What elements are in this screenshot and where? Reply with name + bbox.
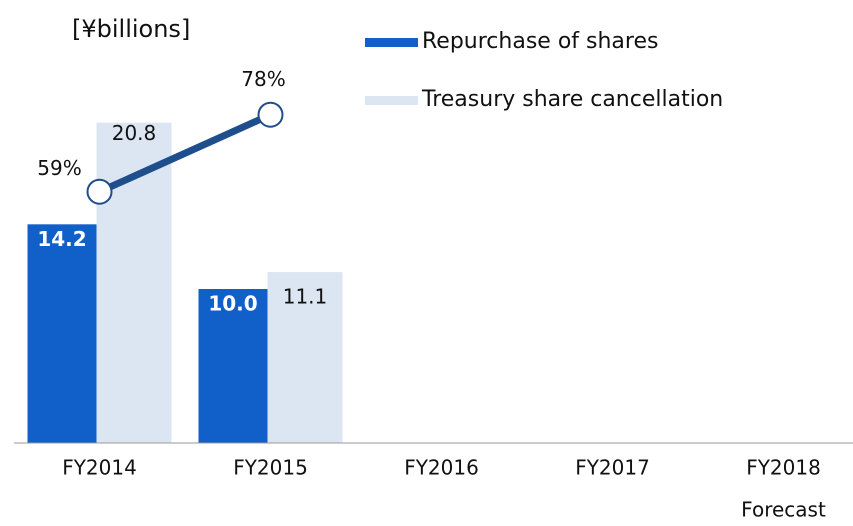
legend-label: Treasury share cancellation xyxy=(421,87,723,112)
line-value-label: 78% xyxy=(241,67,285,91)
bar xyxy=(267,272,343,443)
x-tick-label: FY2017 xyxy=(575,456,650,480)
bar-value-label: 10.0 xyxy=(208,292,257,316)
line-point xyxy=(86,178,113,205)
chart-title: [¥billions] xyxy=(72,15,190,43)
line-value-label: 59% xyxy=(37,156,81,180)
bar xyxy=(96,122,172,444)
x-tick-label: FY2016 xyxy=(404,456,479,480)
x-tick-label: FY2014 xyxy=(62,456,137,480)
x-tick-label: FY2015 xyxy=(233,456,308,480)
bar-value-label: 20.8 xyxy=(112,121,157,145)
x-tick-label: FY2018 xyxy=(746,456,821,480)
legend-swatch xyxy=(365,38,418,47)
bar-value-label: 11.1 xyxy=(283,285,328,309)
line-point xyxy=(257,101,284,128)
legend-label: Repurchase of shares xyxy=(422,29,658,54)
category-note: Forecast xyxy=(741,498,826,522)
legend-swatch xyxy=(365,96,418,105)
bar-value-label: 14.2 xyxy=(37,227,86,251)
bar xyxy=(27,224,97,443)
payout-line xyxy=(98,111,272,195)
bar xyxy=(198,289,268,443)
